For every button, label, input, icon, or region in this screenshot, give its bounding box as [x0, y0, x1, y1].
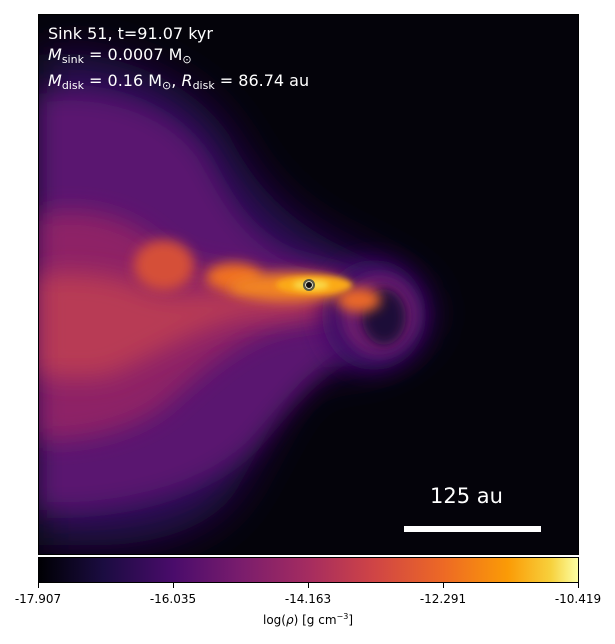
colorbar-tick-label: -17.907	[14, 592, 62, 606]
sink-title: Sink 51, t=91.07 kyr	[48, 24, 213, 43]
scale-bar-label: 125 au	[430, 484, 503, 508]
colorbar-tick-label: -12.291	[419, 592, 467, 606]
sink-marker	[303, 279, 315, 291]
colorbar-tick	[38, 583, 39, 588]
annotation-block: Sink 51, t=91.07 kyr Msink = 0.0007 M⊙ M…	[48, 23, 309, 96]
colorbar-tick	[308, 583, 309, 588]
colorbar-tick	[578, 583, 579, 588]
colorbar-tick	[443, 583, 444, 588]
colorbar-tick-label: -10.419	[554, 592, 602, 606]
scale-bar	[404, 526, 541, 532]
colorbar-tick	[173, 583, 174, 588]
density-map: Sink 51, t=91.07 kyr Msink = 0.0007 M⊙ M…	[38, 14, 579, 555]
colorbar	[38, 557, 579, 583]
colorbar-tick-label: -16.035	[149, 592, 197, 606]
disk-properties: Mdisk = 0.16 M⊙, Rdisk = 86.74 au	[48, 71, 310, 92]
density-field	[39, 15, 578, 554]
sink-mass: Msink = 0.0007 M⊙	[48, 45, 192, 66]
colorbar-tick-label: -14.163	[284, 592, 332, 606]
colorbar-label: log(ρ) [g cm−3]	[263, 612, 353, 627]
